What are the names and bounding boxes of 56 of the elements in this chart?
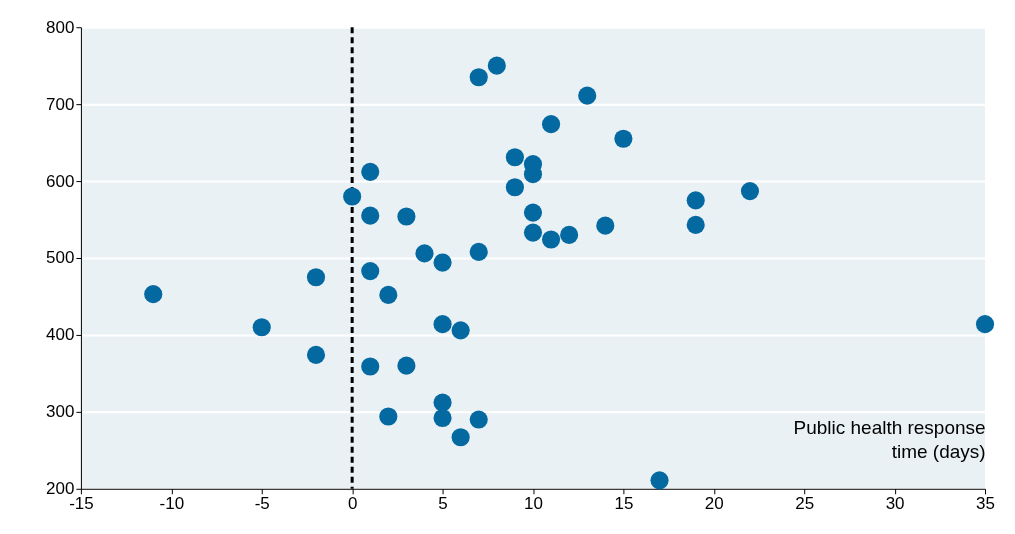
point: [650, 471, 669, 490]
x-tick-label: 5: [438, 494, 448, 514]
point: [469, 242, 488, 261]
y-tick-label: 600: [46, 171, 75, 191]
point: [433, 393, 452, 412]
point: [306, 345, 326, 364]
point: [415, 244, 434, 263]
x-tick-label: 15: [614, 494, 634, 514]
y-tick-label: 800: [46, 17, 75, 37]
point: [433, 408, 452, 428]
point: [306, 268, 326, 287]
point: [686, 191, 705, 210]
point: [505, 148, 524, 167]
point: [469, 410, 488, 429]
point: [379, 407, 398, 426]
x-tick-label: -10: [159, 494, 185, 514]
point: [596, 216, 615, 235]
point: [541, 230, 561, 249]
point: [505, 178, 524, 197]
point: [487, 56, 506, 75]
point: [252, 318, 271, 337]
x-tick-label: 10: [524, 494, 543, 514]
point: [560, 225, 579, 244]
point: [433, 315, 452, 334]
y-tick-label: 300: [46, 402, 75, 422]
point: [451, 428, 470, 447]
point: [469, 68, 488, 87]
y-tick-label: 700: [46, 94, 75, 114]
x-tick-label: 20: [704, 494, 724, 514]
point: [379, 285, 398, 304]
point: [397, 356, 416, 375]
x-tick-label: -5: [254, 494, 270, 514]
point: [361, 162, 380, 181]
point: [740, 182, 760, 201]
point: [614, 129, 633, 148]
x-axis-title: Public health response time (days): [793, 417, 986, 463]
point: [523, 203, 543, 222]
x-tick-label: 25: [795, 494, 815, 514]
point: [361, 357, 380, 376]
x-tick-label: 0: [347, 494, 358, 514]
y-tick-label: 400: [46, 325, 75, 345]
point: [433, 253, 452, 272]
point: [361, 262, 380, 281]
point: [144, 285, 163, 304]
point: [686, 215, 705, 234]
y-tick-label: 500: [46, 248, 75, 268]
point: [343, 187, 362, 206]
point: [523, 223, 543, 242]
point: [361, 206, 380, 225]
point: [397, 207, 416, 226]
x-tick-label: 30: [885, 494, 905, 514]
point: [541, 115, 561, 134]
x-tick-label: 35: [976, 494, 995, 514]
point: [975, 315, 995, 334]
point: [451, 321, 470, 340]
point: [578, 86, 597, 105]
